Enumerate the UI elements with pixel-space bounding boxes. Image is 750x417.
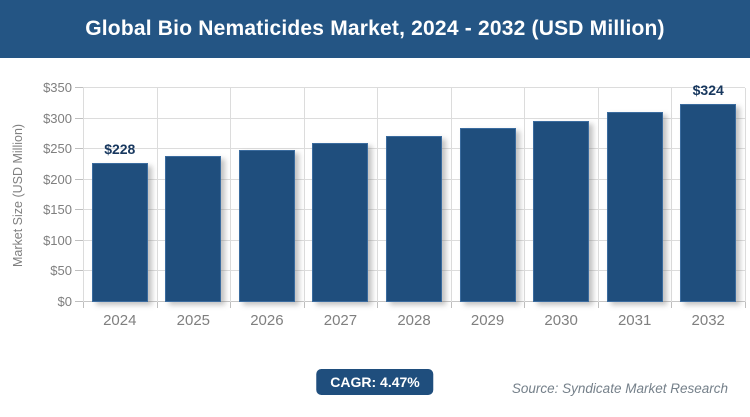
x-tick-mark <box>450 302 452 308</box>
x-tick-mark <box>230 302 232 308</box>
bar-2024 <box>91 162 148 302</box>
bar-value-label: $228 <box>104 140 136 157</box>
y-tick-label: $100 <box>43 232 72 248</box>
v-gridline <box>303 88 305 302</box>
h-gridline <box>83 117 745 119</box>
y-tick-mark <box>75 87 83 88</box>
x-tick-mark <box>597 302 599 308</box>
y-tick-mark <box>75 301 83 302</box>
y-tick-mark <box>75 148 83 150</box>
x-tick-mark <box>377 302 379 308</box>
source-text: Source: Syndicate Market Research <box>511 381 728 396</box>
v-gridline <box>671 88 673 302</box>
v-gridline <box>230 88 232 302</box>
x-tick-mark <box>303 302 305 308</box>
x-tick-label: 2031 <box>617 312 652 329</box>
title-banner: Global Bio Nematicides Market, 2024 - 20… <box>0 0 750 58</box>
y-tick-label: $50 <box>50 263 72 279</box>
bar-2028 <box>386 135 442 302</box>
y-tick-label: $350 <box>43 80 72 95</box>
x-tick-label: 2028 <box>397 312 431 329</box>
page-title: Global Bio Nematicides Market, 2024 - 20… <box>85 17 665 40</box>
y-tick-mark <box>75 209 83 211</box>
x-tick-label: 2025 <box>176 312 211 329</box>
v-gridline <box>156 88 158 302</box>
v-gridline <box>377 88 379 302</box>
v-gridline <box>745 88 746 302</box>
plot-area: $228 $324 <box>75 82 746 308</box>
y-tick-mark <box>75 239 83 241</box>
x-tick-mark <box>156 302 158 308</box>
x-tick-label: 2026 <box>250 312 284 329</box>
y-tick-label: $200 <box>43 171 72 187</box>
v-gridline <box>524 88 526 302</box>
bar-2032 <box>680 103 737 302</box>
x-tick-label: 2027 <box>323 312 358 329</box>
bar-2029 <box>459 128 516 302</box>
h-gridline <box>83 87 745 88</box>
y-tick-mark <box>75 270 83 272</box>
bar-2026 <box>238 149 295 302</box>
y-tick-mark <box>75 178 83 180</box>
y-tick-label: $300 <box>43 110 72 126</box>
y-tick-label: $250 <box>43 141 72 157</box>
bar-2031 <box>606 112 663 302</box>
x-tick-label: 2024 <box>103 312 137 329</box>
v-gridline <box>83 88 84 302</box>
y-tick-mark <box>75 117 83 119</box>
x-tick-label: 2030 <box>544 312 578 329</box>
x-axis: 2024 2025 2026 2027 2028 2029 2030 2031 2032 <box>83 312 745 334</box>
bar-value-label: $324 <box>692 81 724 98</box>
v-gridline <box>450 88 452 302</box>
x-tick-mark <box>524 302 526 308</box>
y-tick-label: $0 <box>57 294 72 309</box>
x-tick-mark <box>83 302 84 308</box>
y-tick-label: $150 <box>43 202 72 218</box>
x-tick-mark <box>671 302 673 308</box>
bar-2030 <box>533 121 590 302</box>
x-tick-mark <box>745 302 746 308</box>
y-axis: $0 $50 $100 $150 $200 $250 $300 $350 <box>18 80 72 309</box>
x-tick-label: 2032 <box>691 312 725 329</box>
v-gridline <box>597 88 599 302</box>
bar-2027 <box>312 143 369 302</box>
bar-2025 <box>165 156 222 302</box>
cagr-badge: CAGR: 4.47% <box>316 369 434 395</box>
x-tick-label: 2029 <box>470 312 505 329</box>
